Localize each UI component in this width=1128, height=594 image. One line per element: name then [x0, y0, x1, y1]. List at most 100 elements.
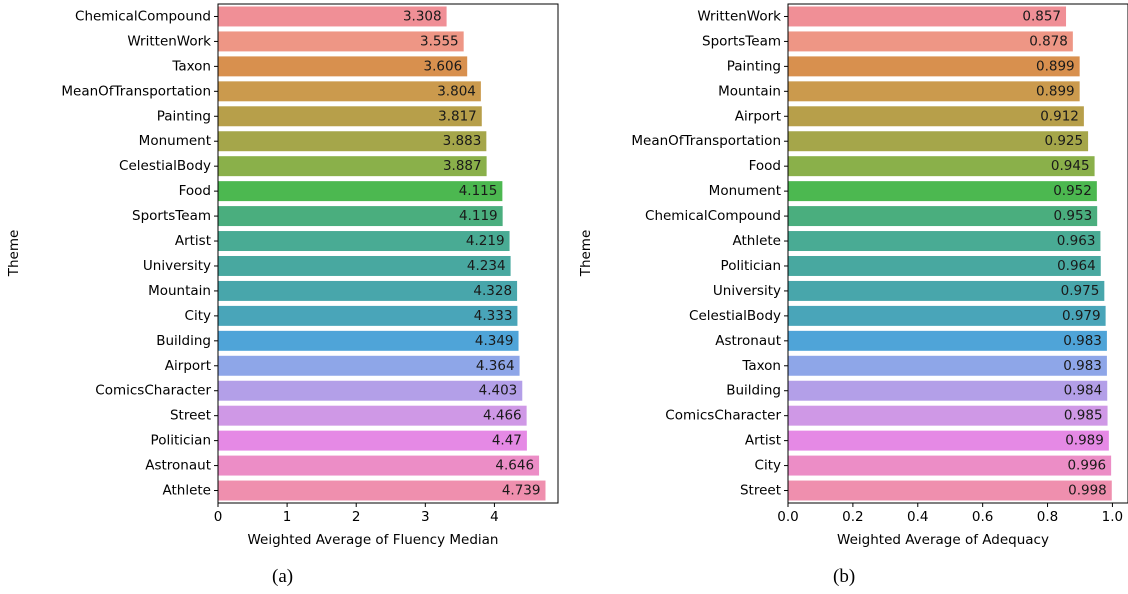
value-label: 0.985 — [1064, 408, 1103, 424]
bar-Astronaut — [788, 330, 1107, 351]
y-tick-label: SportsTeam — [132, 208, 211, 224]
value-label: 0.857 — [1022, 8, 1061, 24]
y-tick-label: Artist — [175, 233, 211, 249]
y-tick-label: Politician — [151, 433, 211, 449]
y-tick-label: City — [755, 458, 781, 474]
x-tick-label: 1 — [283, 509, 292, 525]
bar-Painting — [218, 106, 482, 127]
value-label: 0.952 — [1053, 183, 1092, 199]
chart-fluency: ChemicalCompound 3.308 WrittenWork 3.555 Tax… — [6, 3, 559, 548]
value-label: 0.953 — [1054, 208, 1093, 224]
x-tick-label: 0.0 — [777, 509, 798, 525]
bar-Mountain — [788, 81, 1080, 102]
bar-Street — [218, 405, 527, 426]
bar-WrittenWork — [788, 6, 1067, 27]
bar-Airport — [218, 355, 520, 376]
y-tick-label: Street — [740, 483, 781, 499]
value-label: 0.878 — [1029, 33, 1068, 49]
y-tick-label: City — [185, 308, 211, 324]
y-tick-label: Street — [170, 408, 211, 424]
y-tick-label: Astronaut — [715, 333, 781, 349]
bar-MeanOfTransportation — [788, 131, 1089, 152]
y-tick-label: Monument — [709, 183, 781, 199]
x-tick-label: 0.2 — [842, 509, 863, 525]
value-label: 0.984 — [1064, 383, 1103, 399]
caption-b: (b) — [833, 566, 856, 587]
value-label: 4.234 — [467, 258, 506, 274]
bar-Athlete — [788, 231, 1101, 252]
value-label: 3.308 — [403, 8, 442, 24]
plot-frame — [787, 3, 1128, 504]
bar-Athlete — [218, 480, 546, 501]
x-tick-label: 3 — [421, 509, 430, 525]
value-label: 0.983 — [1063, 333, 1102, 349]
value-label: 4.47 — [492, 433, 522, 449]
value-label: 0.989 — [1065, 433, 1104, 449]
x-tick-label: 4 — [490, 509, 499, 525]
x-tick-label: 0.4 — [907, 509, 928, 525]
y-tick-label: Taxon — [171, 58, 211, 74]
value-label: 4.466 — [483, 408, 522, 424]
y-tick-label: Athlete — [732, 233, 781, 249]
y-tick-label: Astronaut — [145, 458, 211, 474]
x-tick-label: 0 — [214, 509, 223, 525]
value-label: 0.963 — [1057, 233, 1096, 249]
y-tick-label: CelestialBody — [119, 158, 211, 174]
value-label: 3.606 — [424, 58, 463, 74]
value-label: 0.996 — [1067, 458, 1106, 474]
y-axis-label: Theme — [578, 230, 594, 278]
bar-Monument — [218, 131, 487, 152]
plot-frame — [217, 3, 559, 504]
y-tick-label: Painting — [727, 58, 781, 74]
bar-Food — [218, 181, 503, 202]
y-tick-label: Airport — [735, 108, 781, 124]
value-label: 0.979 — [1062, 308, 1101, 324]
bar-ComicsCharacter — [788, 405, 1108, 426]
y-tick-label: MeanOfTransportation — [61, 83, 211, 99]
bar-Street — [788, 480, 1112, 501]
caption-a: (a) — [272, 566, 294, 587]
y-tick-label: CelestialBody — [689, 308, 781, 324]
bar-Monument — [788, 181, 1097, 202]
y-tick-label: SportsTeam — [702, 33, 781, 49]
value-label: 0.899 — [1036, 58, 1075, 74]
value-label: 3.887 — [443, 158, 482, 174]
bar-ChemicalCompound — [218, 6, 447, 27]
y-tick-label: Food — [749, 158, 781, 174]
bar-CelestialBody — [788, 305, 1106, 326]
value-label: 4.646 — [495, 458, 534, 474]
bar-Building — [788, 380, 1108, 401]
y-tick-label: Food — [179, 183, 211, 199]
y-tick-label: Mountain — [718, 83, 781, 99]
value-label: 0.912 — [1040, 108, 1079, 124]
bar-Politician — [788, 255, 1101, 276]
y-tick-label: Building — [156, 333, 211, 349]
bar-MeanOfTransportation — [218, 81, 481, 102]
value-label: 3.817 — [438, 108, 477, 124]
y-tick-label: Monument — [139, 133, 211, 149]
bar-Painting — [788, 56, 1080, 77]
value-label: 0.899 — [1036, 83, 1075, 99]
value-label: 4.333 — [474, 308, 513, 324]
y-tick-label: Building — [726, 383, 781, 399]
value-label: 4.364 — [476, 358, 515, 374]
value-label: 3.804 — [437, 83, 476, 99]
y-axis-label: Theme — [6, 230, 22, 278]
bar-Artist — [788, 430, 1109, 451]
y-tick-label: WrittenWork — [697, 8, 781, 24]
y-tick-label: Athlete — [162, 483, 211, 499]
bar-University — [788, 280, 1105, 301]
x-axis-label: Weighted Average of Adequacy — [837, 532, 1049, 548]
y-tick-label: Artist — [745, 433, 781, 449]
value-label: 4.219 — [466, 233, 505, 249]
y-tick-label: Airport — [165, 358, 211, 374]
bar-ChemicalCompound — [788, 206, 1098, 227]
value-label: 4.328 — [473, 283, 512, 299]
y-tick-label: WrittenWork — [127, 33, 211, 49]
bar-Taxon — [218, 56, 468, 77]
y-tick-label: MeanOfTransportation — [631, 133, 781, 149]
bar-University — [218, 255, 511, 276]
bar-Taxon — [788, 355, 1107, 376]
value-label: 0.983 — [1063, 358, 1102, 374]
